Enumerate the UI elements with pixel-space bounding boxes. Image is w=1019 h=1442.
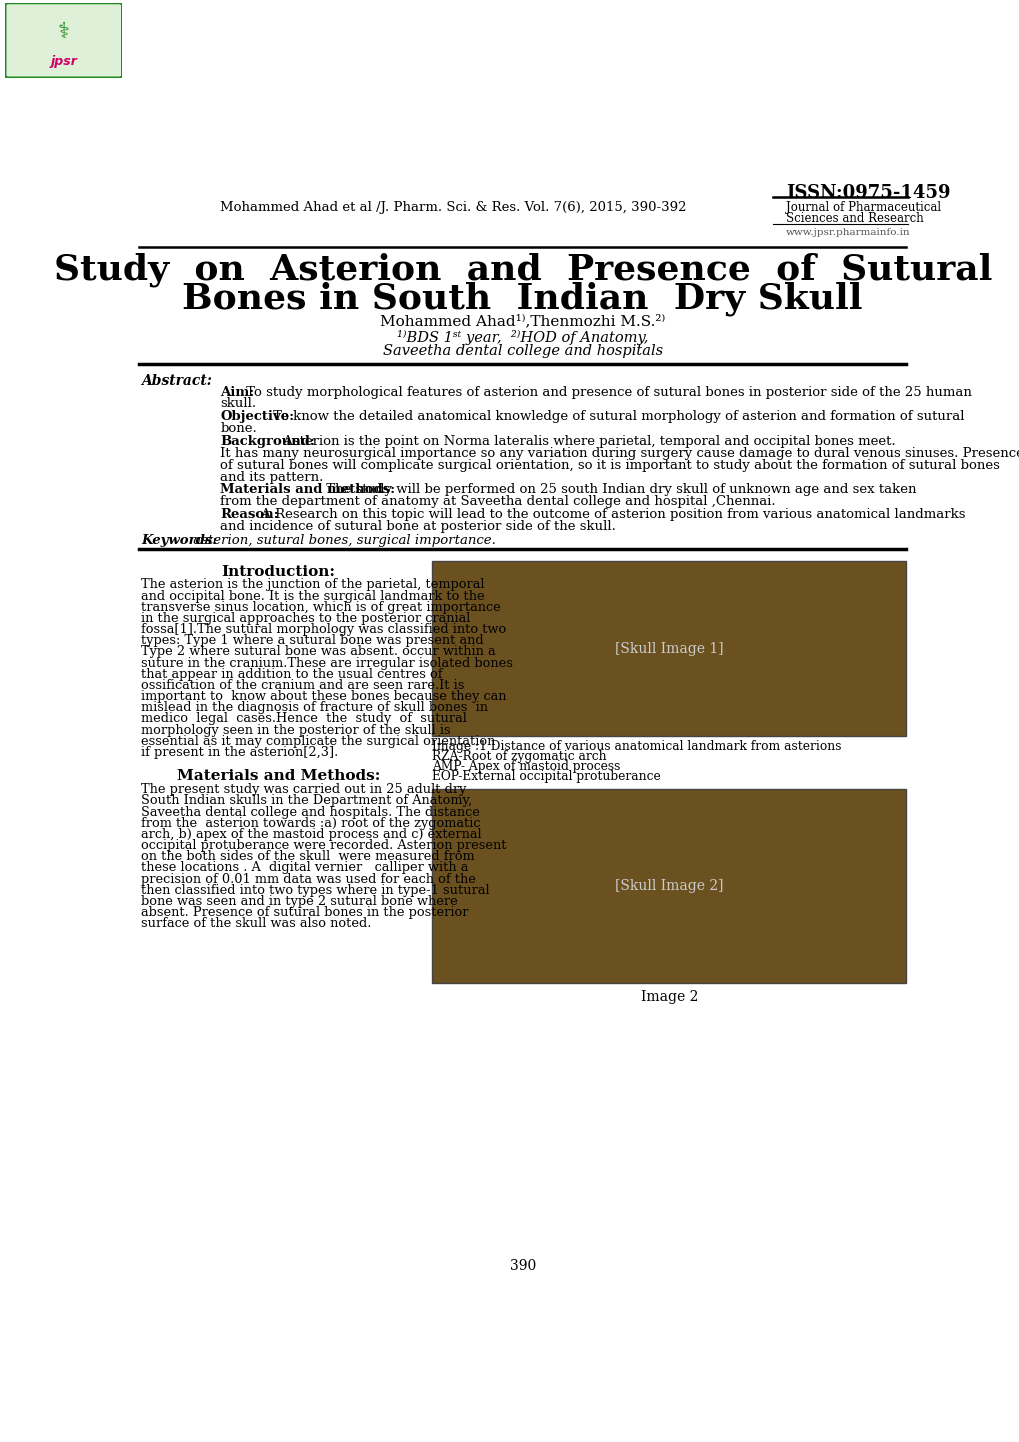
Text: skull.: skull. — [220, 398, 257, 411]
Text: from the department of anatomy at Saveetha dental college and hospital ,Chennai.: from the department of anatomy at Saveet… — [220, 495, 775, 508]
Text: then classified into two types where in type-1 sutural: then classified into two types where in … — [142, 884, 489, 897]
Text: Saveetha dental college and hospitals. The distance: Saveetha dental college and hospitals. T… — [142, 806, 480, 819]
Text: Bones in South  Indian  Dry Skull: Bones in South Indian Dry Skull — [182, 281, 862, 316]
Text: www.jpsr.pharmainfo.in: www.jpsr.pharmainfo.in — [786, 228, 910, 238]
Text: important to  know about these bones because they can: important to know about these bones beca… — [142, 691, 506, 704]
Text: and incidence of sutural bone at posterior side of the skull.: and incidence of sutural bone at posteri… — [220, 521, 615, 534]
Text: fossa[1].The sutural morphology was classified into two: fossa[1].The sutural morphology was clas… — [142, 623, 506, 636]
Text: of sutural bones will complicate surgical orientation, so it is important to stu: of sutural bones will complicate surgica… — [220, 459, 1000, 472]
Text: Sciences and Research: Sciences and Research — [786, 212, 923, 225]
Text: essential as it may complicate the surgical orientation: essential as it may complicate the surgi… — [142, 735, 495, 748]
Text: Abstract:: Abstract: — [142, 373, 212, 388]
Text: Materials and methods:: Materials and methods: — [220, 483, 395, 496]
Text: Reason:: Reason: — [220, 508, 279, 521]
Text: AMP- Apex of mastoid process: AMP- Apex of mastoid process — [432, 760, 620, 773]
Text: The present study was carried out in 25 adult dry: The present study was carried out in 25 … — [142, 783, 467, 796]
Text: if present in the asterion[2,3].: if present in the asterion[2,3]. — [142, 746, 338, 758]
Text: mislead in the diagnosis of fracture of skull bones  in: mislead in the diagnosis of fracture of … — [142, 701, 488, 714]
Bar — [432, 561, 906, 737]
Text: RZA-Root of zygomatic arch: RZA-Root of zygomatic arch — [432, 750, 606, 763]
Text: It has many neurosurgical importance so any variation during surgery cause damag: It has many neurosurgical importance so … — [220, 447, 1019, 460]
Text: To study morphological features of asterion and presence of sutural bones in pos: To study morphological features of aster… — [242, 385, 971, 398]
Text: ¹⁾BDS 1ˢᵗ year,  ²⁾HOD of Anatomy,: ¹⁾BDS 1ˢᵗ year, ²⁾HOD of Anatomy, — [396, 330, 648, 345]
Text: Introduction:: Introduction: — [221, 565, 335, 578]
Text: Study  on  Asterion  and  Presence  of  Sutural: Study on Asterion and Presence of Sutura… — [54, 252, 990, 287]
Text: ⚕: ⚕ — [58, 22, 69, 42]
Text: surface of the skull was also noted.: surface of the skull was also noted. — [142, 917, 372, 930]
Text: arch, b) apex of the mastoid process and c) external: arch, b) apex of the mastoid process and… — [142, 828, 482, 841]
Text: EOP-External occipital protuberance: EOP-External occipital protuberance — [432, 770, 660, 783]
Text: from the  asterion towards :a) root of the zygomatic: from the asterion towards :a) root of th… — [142, 816, 481, 829]
Text: Objective:: Objective: — [220, 410, 294, 423]
Text: Materials and Methods:: Materials and Methods: — [176, 770, 380, 783]
Text: A Research on this topic will lead to the outcome of asterion position from vari: A Research on this topic will lead to th… — [257, 508, 964, 521]
Text: and its pattern.: and its pattern. — [220, 470, 324, 483]
Text: 390: 390 — [510, 1259, 535, 1273]
Text: [Skull Image 2]: [Skull Image 2] — [614, 880, 722, 894]
Text: medico  legal  cases.Hence  the  study  of  sutural: medico legal cases.Hence the study of su… — [142, 712, 467, 725]
Text: types: Type 1 where a sutural bone was present and: types: Type 1 where a sutural bone was p… — [142, 634, 484, 647]
Text: To know the detailed anatomical knowledge of sutural morphology of asterion and : To know the detailed anatomical knowledg… — [269, 410, 964, 423]
Text: [Skull Image 1]: [Skull Image 1] — [614, 642, 722, 656]
Text: asterion, sutural bones, surgical importance.: asterion, sutural bones, surgical import… — [189, 534, 495, 547]
Text: ossification of the cranium and are seen rare.It is: ossification of the cranium and are seen… — [142, 679, 465, 692]
Text: bone was seen and in type 2 sutural bone where: bone was seen and in type 2 sutural bone… — [142, 895, 458, 908]
Text: The asterion is the junction of the parietal, temporal: The asterion is the junction of the pari… — [142, 578, 484, 591]
Text: occipital protuberance were recorded. Asterion present: occipital protuberance were recorded. As… — [142, 839, 506, 852]
FancyBboxPatch shape — [5, 3, 122, 78]
Bar — [432, 789, 906, 983]
Text: Saveetha dental college and hospitals: Saveetha dental college and hospitals — [382, 343, 662, 358]
Text: jpsr: jpsr — [50, 55, 77, 68]
Text: Type 2 where sutural bone was absent. occur within a: Type 2 where sutural bone was absent. oc… — [142, 646, 495, 659]
Text: bone.: bone. — [220, 423, 257, 435]
Text: in the surgical approaches to the posterior cranial: in the surgical approaches to the poster… — [142, 611, 471, 624]
Text: Keywords:: Keywords: — [142, 534, 217, 547]
Text: on the both sides of the skull  were measured from: on the both sides of the skull were meas… — [142, 851, 475, 864]
Text: South Indian skulls in the Department of Anatomy,: South Indian skulls in the Department of… — [142, 795, 472, 808]
Text: ISSN:0975-1459: ISSN:0975-1459 — [786, 183, 950, 202]
Text: Mohammed Ahad et al /J. Pharm. Sci. & Res. Vol. 7(6), 2015, 390-392: Mohammed Ahad et al /J. Pharm. Sci. & Re… — [219, 202, 686, 215]
Text: precision of 0.01 mm data was used for each of the: precision of 0.01 mm data was used for e… — [142, 872, 476, 885]
Text: Mohammed Ahad¹⁾,Thenmozhi M.S.²⁾: Mohammed Ahad¹⁾,Thenmozhi M.S.²⁾ — [380, 314, 664, 329]
Text: Image 2: Image 2 — [640, 989, 697, 1004]
Text: morphology seen in the posterior of the skull is: morphology seen in the posterior of the … — [142, 724, 450, 737]
Text: Journal of Pharmaceutical: Journal of Pharmaceutical — [786, 200, 941, 213]
Text: these locations . A  digital vernier   calliper with a: these locations . A digital vernier call… — [142, 861, 469, 874]
Text: Image :1 Distance of various anatomical landmark from asterions: Image :1 Distance of various anatomical … — [432, 740, 841, 753]
Text: Background:: Background: — [220, 435, 315, 448]
Text: and occipital bone. It is the surgical landmark to the: and occipital bone. It is the surgical l… — [142, 590, 485, 603]
Text: that appear in addition to the usual centres of: that appear in addition to the usual cen… — [142, 668, 442, 681]
Text: Asterion is the point on Norma lateralis where parietal, temporal and occipital : Asterion is the point on Norma lateralis… — [279, 435, 895, 448]
Text: transverse sinus location, which is of great importance: transverse sinus location, which is of g… — [142, 601, 500, 614]
Text: The study will be performed on 25 south Indian dry skull of unknown age and sex : The study will be performed on 25 south … — [322, 483, 916, 496]
Text: absent. Presence of sutural bones in the posterior: absent. Presence of sutural bones in the… — [142, 906, 469, 919]
Text: Aim:: Aim: — [220, 385, 255, 398]
Text: suture in the cranium.These are irregular isolated bones: suture in the cranium.These are irregula… — [142, 656, 513, 669]
